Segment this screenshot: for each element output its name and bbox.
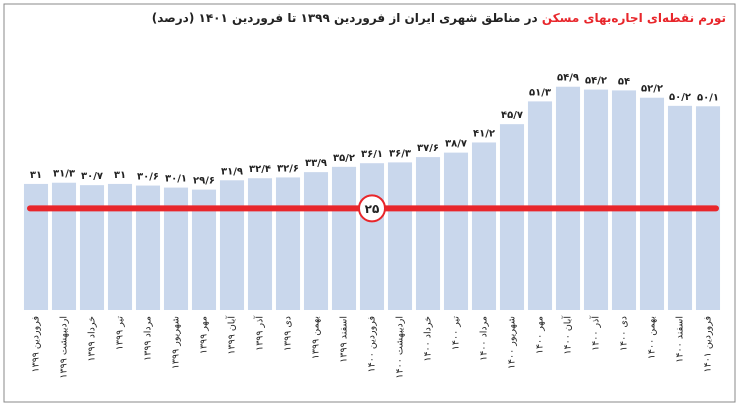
value-label: ۵۲/۲ bbox=[641, 84, 663, 95]
value-label: ۳۰/۶ bbox=[137, 172, 159, 183]
bar bbox=[359, 163, 385, 310]
x-tick-label: آذر ۱۳۹۹ bbox=[253, 316, 266, 351]
title-highlight: تورم نقطه‌ای اجاره‌بهای مسکن bbox=[542, 11, 726, 26]
x-tick-label: شهریور ۱۴۰۰ bbox=[507, 316, 518, 369]
value-label: ۳۱/۹ bbox=[221, 166, 243, 177]
x-tick-label: تیر ۱۴۰۰ bbox=[451, 316, 462, 351]
x-tick-label: اسفند ۱۳۹۹ bbox=[339, 316, 350, 363]
x-tick-label: فروردین ۱۴۰۱ bbox=[703, 316, 714, 373]
x-tick-label: اردیبهشت ۱۳۹۹ bbox=[59, 316, 70, 379]
value-label: ۳۸/۷ bbox=[445, 139, 467, 150]
x-tick-label: مرداد ۱۴۰۰ bbox=[479, 316, 490, 361]
x-tick-label: مهر ۱۴۰۰ bbox=[535, 316, 546, 354]
bar bbox=[219, 180, 245, 310]
x-tick-label: مرداد ۱۳۹۹ bbox=[143, 316, 154, 361]
bar bbox=[443, 152, 469, 310]
bar bbox=[415, 157, 441, 310]
value-label: ۳۲/۶ bbox=[277, 163, 299, 174]
bar bbox=[51, 182, 77, 310]
value-label: ۵۱/۳ bbox=[529, 87, 551, 98]
x-tick-label: فروردین ۱۴۰۰ bbox=[367, 316, 378, 373]
value-label: ۳۱/۳ bbox=[53, 169, 75, 180]
x-tick-label: بهمن ۱۳۹۹ bbox=[311, 316, 322, 359]
value-label: ۳۲/۴ bbox=[249, 164, 271, 175]
x-tick-label: خرداد ۱۴۰۰ bbox=[423, 316, 434, 362]
value-label: ۳۷/۶ bbox=[417, 143, 439, 154]
value-label: ۵۰/۱ bbox=[697, 92, 719, 103]
value-label: ۳۰/۷ bbox=[81, 171, 103, 182]
bar bbox=[499, 124, 525, 310]
x-tick-label: بهمن ۱۴۰۰ bbox=[647, 316, 658, 359]
value-label: ۵۴/۹ bbox=[557, 73, 579, 84]
x-tick-label: آذر ۱۴۰۰ bbox=[589, 316, 602, 351]
reference-badge bbox=[358, 194, 386, 223]
bar bbox=[639, 97, 665, 310]
value-label: ۵۰/۲ bbox=[669, 92, 691, 103]
x-tick-label: شهریور ۱۳۹۹ bbox=[171, 316, 182, 369]
bar bbox=[611, 90, 637, 311]
bar bbox=[555, 86, 581, 311]
x-tick-label: اردیبهشت ۱۴۰۰ bbox=[395, 316, 406, 379]
x-tick-label: دی ۱۴۰۰ bbox=[619, 316, 630, 351]
x-tick-label: اسفند ۱۴۰۰ bbox=[675, 316, 686, 363]
value-label: ۳۶/۱ bbox=[361, 149, 383, 160]
value-label: ۴۵/۷ bbox=[501, 110, 523, 121]
value-label: ۳۶/۳ bbox=[389, 148, 411, 159]
bar bbox=[275, 177, 301, 310]
value-label: ۳۳/۹ bbox=[305, 158, 327, 169]
bar bbox=[79, 185, 105, 310]
bar bbox=[23, 183, 49, 310]
x-tick-label: آبان ۱۳۹۹ bbox=[225, 316, 238, 355]
x-tick-label: مهر ۱۳۹۹ bbox=[199, 316, 210, 354]
x-tick-label: تیر ۱۳۹۹ bbox=[115, 316, 126, 351]
x-tick-label: فروردین ۱۳۹۹ bbox=[31, 316, 42, 373]
chart-title: تورم نقطه‌ای اجاره‌بهای مسکن در مناطق شه… bbox=[152, 11, 726, 26]
value-label: ۴۱/۲ bbox=[473, 128, 495, 139]
value-label: ۲۹/۶ bbox=[193, 176, 215, 187]
bar bbox=[387, 162, 413, 310]
bar bbox=[135, 185, 161, 310]
title-rest: در مناطق شهری ایران از فروردین ۱۳۹۹ تا ف… bbox=[152, 11, 538, 26]
x-tick-label: دی ۱۳۹۹ bbox=[283, 316, 294, 351]
bar bbox=[583, 89, 609, 310]
bar bbox=[471, 142, 497, 310]
x-tick-label: آبان ۱۴۰۰ bbox=[561, 316, 574, 355]
reference-label: ۲۵ bbox=[365, 202, 380, 216]
value-label: ۵۴ bbox=[618, 76, 630, 87]
value-label: ۳۵/۲ bbox=[333, 153, 355, 164]
value-label: ۳۱ bbox=[30, 170, 42, 181]
bar bbox=[247, 178, 273, 310]
value-label: ۵۴/۲ bbox=[585, 76, 607, 87]
bar bbox=[303, 172, 329, 310]
x-tick-label: خرداد ۱۳۹۹ bbox=[87, 316, 98, 362]
bar bbox=[107, 183, 133, 310]
bar bbox=[331, 166, 357, 310]
value-label: ۳۰/۱ bbox=[165, 174, 187, 185]
value-label: ۳۱ bbox=[114, 170, 126, 181]
